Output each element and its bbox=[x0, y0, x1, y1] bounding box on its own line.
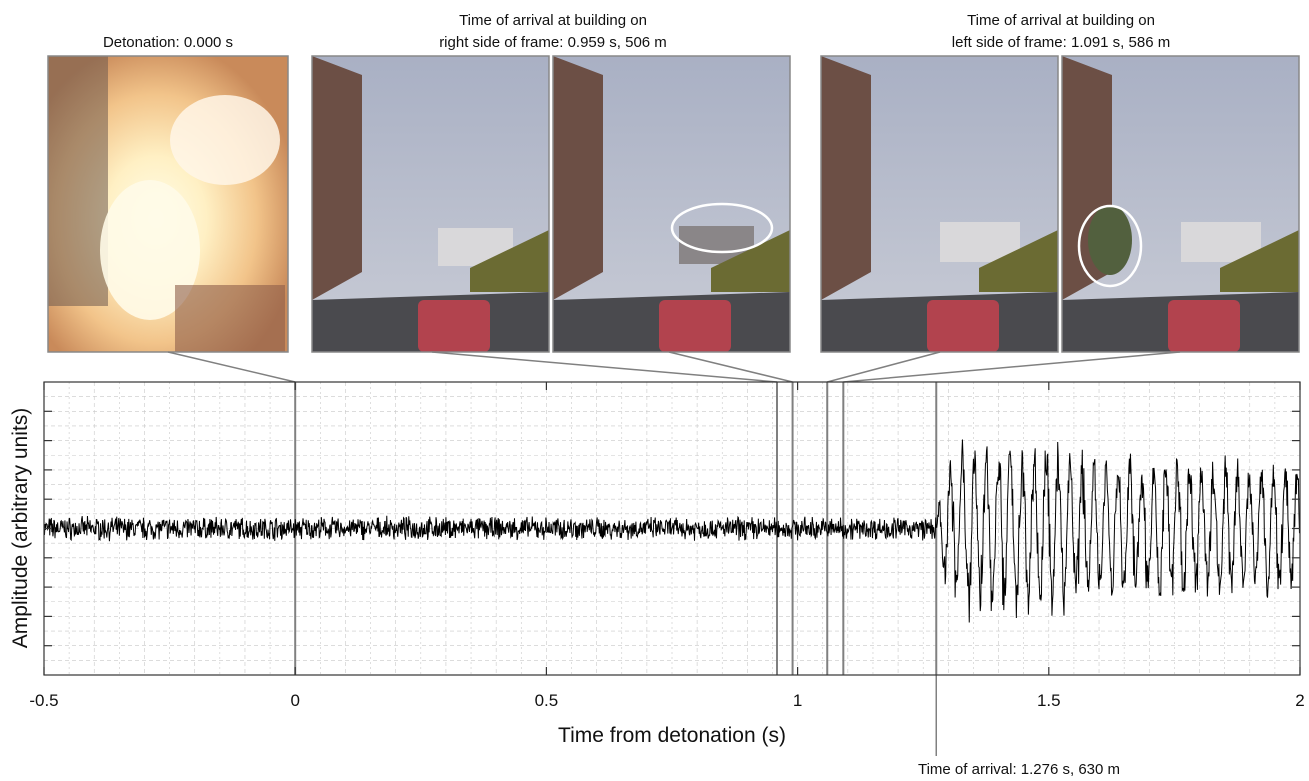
caption-left-line1: Time of arrival at building on bbox=[967, 12, 1155, 29]
photo-left-building-frame-after bbox=[1061, 55, 1300, 353]
x-tick-label: 1.5 bbox=[1037, 691, 1061, 710]
trace-group bbox=[44, 439, 1300, 623]
connector-lines bbox=[167, 351, 1181, 383]
photo-detonation-frame bbox=[47, 55, 289, 353]
caption-right-line2: right side of frame: 0.959 s, 506 m bbox=[439, 34, 667, 51]
connector-right-before bbox=[431, 351, 778, 383]
connector-detonation bbox=[167, 351, 296, 383]
x-axis-label: Time from detonation (s) bbox=[558, 724, 786, 747]
connector-left-after bbox=[843, 351, 1181, 383]
caption-left-line2: left side of frame: 1.091 s, 586 m bbox=[952, 34, 1170, 51]
amplitude-trace bbox=[44, 439, 1300, 623]
connector-left-before bbox=[827, 351, 941, 383]
y-axis-label: Amplitude (arbitrary units) bbox=[9, 408, 32, 648]
photo-strip bbox=[47, 55, 1300, 353]
x-tick-label: -0.5 bbox=[29, 691, 58, 710]
caption-right-line1: Time of arrival at building on bbox=[459, 12, 647, 29]
x-tick-label: 2 bbox=[1295, 691, 1304, 710]
caption-arrival: Time of arrival: 1.276 s, 630 m bbox=[918, 761, 1120, 778]
x-tick-label: 0.5 bbox=[535, 691, 559, 710]
highlight-ellipse-left bbox=[1077, 204, 1143, 288]
photo-left-building-frame-before bbox=[820, 55, 1059, 353]
photo-right-building-frame-after bbox=[552, 55, 791, 353]
x-tick-label: 1 bbox=[793, 691, 802, 710]
connector-right-after bbox=[668, 351, 793, 383]
highlight-ellipse-right bbox=[670, 202, 774, 254]
photo-right-building-frame-before bbox=[311, 55, 550, 353]
marker-lines bbox=[294, 382, 938, 756]
x-tick-label: 0 bbox=[290, 691, 299, 710]
caption-detonation: Detonation: 0.000 s bbox=[103, 34, 233, 51]
x-axis-ticks: -0.5 0 0.5 1 1.5 2 bbox=[29, 382, 1305, 710]
